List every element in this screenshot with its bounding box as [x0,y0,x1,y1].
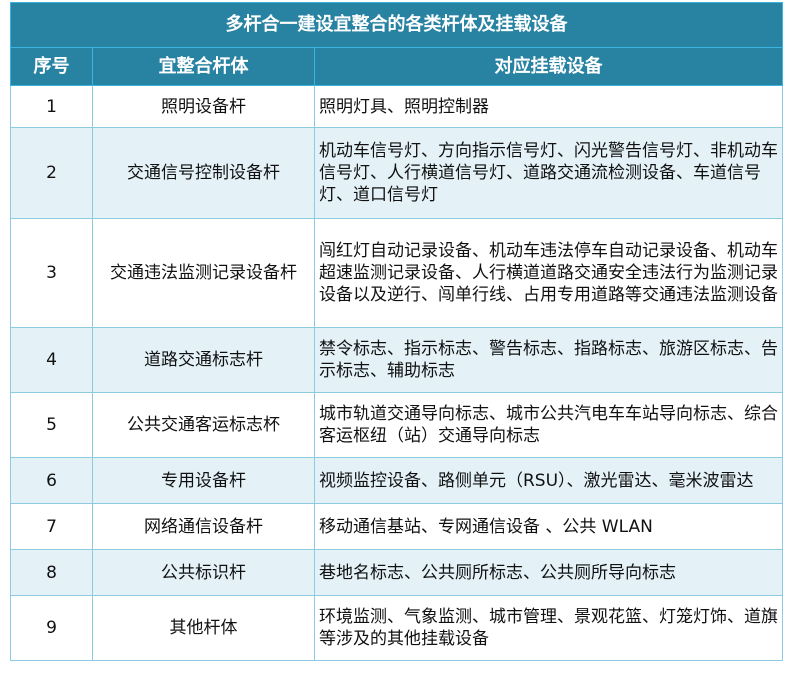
row-equipment: 闯红灯自动记录设备、机动车违法停车自动记录设备、机动车超速监测记录设备、人行横道… [314,218,783,328]
row-pole: 其他杆体 [92,595,315,661]
row-equipment: 移动通信基站、专网通信设备 、公共 WLAN [314,503,783,550]
header-pole: 宜整合杆体 [92,47,315,86]
pole-equipment-table: 多杆合一建设宜整合的各类杆体及挂载设备 序号 宜整合杆体 对应挂载设备 1 照明设… [10,2,783,661]
row-no: 8 [10,549,93,596]
row-equipment: 城市轨道交通导向标志、城市公共汽电车车站导向标志、综合客运枢纽（站）交通导向标志 [314,392,783,458]
header-no: 序号 [10,47,93,86]
row-equipment: 视频监控设备、路侧单元（RSU）、激光雷达、毫米波雷达 [314,457,783,504]
row-no: 9 [10,595,93,661]
row-pole: 交通违法监测记录设备杆 [92,218,315,328]
row-no: 3 [10,218,93,328]
row-equipment: 禁令标志、指示标志、警告标志、指路标志、旅游区标志、告示标志、辅助标志 [314,327,783,393]
row-pole: 网络通信设备杆 [92,503,315,550]
table-title: 多杆合一建设宜整合的各类杆体及挂载设备 [10,2,783,48]
row-equipment: 环境监测、气象监测、城市管理、景观花篮、灯笼灯饰、道旗等涉及的其他挂载设备 [314,595,783,661]
row-equipment: 巷地名标志、公共厕所标志、公共厕所导向标志 [314,549,783,596]
table-row: 2 交通信号控制设备杆 机动车信号灯、方向指示信号灯、闪光警告信号灯、非机动车信号灯… [10,127,783,219]
header-equipment: 对应挂载设备 [314,47,783,86]
row-equipment: 机动车信号灯、方向指示信号灯、闪光警告信号灯、非机动车信号灯、人行横道信号灯、道… [314,127,783,219]
table-row: 7 网络通信设备杆 移动通信基站、专网通信设备 、公共 WLAN [10,503,783,550]
row-no: 1 [10,85,93,128]
row-pole: 公共交通客运标志杯 [92,392,315,458]
row-no: 4 [10,327,93,393]
table-row: 6 专用设备杆 视频监控设备、路侧单元（RSU）、激光雷达、毫米波雷达 [10,457,783,504]
row-pole: 交通信号控制设备杆 [92,127,315,219]
row-pole: 照明设备杆 [92,85,315,128]
row-no: 6 [10,457,93,504]
row-pole: 专用设备杆 [92,457,315,504]
table-row: 5 公共交通客运标志杯 城市轨道交通导向标志、城市公共汽电车车站导向标志、综合客运枢… [10,392,783,458]
table-row: 9 其他杆体 环境监测、气象监测、城市管理、景观花篮、灯笼灯饰、道旗等涉及的其他挂载… [10,595,783,661]
table-row: 4 道路交通标志杆 禁令标志、指示标志、警告标志、指路标志、旅游区标志、告示标志、辅… [10,327,783,393]
row-no: 5 [10,392,93,458]
row-no: 2 [10,127,93,219]
row-pole: 道路交通标志杆 [92,327,315,393]
table-row: 1 照明设备杆 照明灯具、照明控制器 [10,85,783,128]
row-pole: 公共标识杆 [92,549,315,596]
row-equipment: 照明灯具、照明控制器 [314,85,783,128]
row-no: 7 [10,503,93,550]
table-row: 8 公共标识杆 巷地名标志、公共厕所标志、公共厕所导向标志 [10,549,783,596]
table-row: 3 交通违法监测记录设备杆 闯红灯自动记录设备、机动车违法停车自动记录设备、机动车超… [10,218,783,328]
